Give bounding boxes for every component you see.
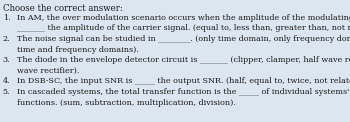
Text: The diode in the envelope detector circuit is _______ (clipper, clamper, half wa: The diode in the envelope detector circu… (17, 56, 350, 64)
Text: _______ the amplitude of the carrier signal. (equal to, less than, greater than,: _______ the amplitude of the carrier sig… (17, 24, 350, 32)
Text: 1.: 1. (3, 14, 10, 22)
Text: 3.: 3. (3, 56, 10, 64)
Text: Choose the correct answer:: Choose the correct answer: (3, 4, 122, 13)
Text: 5.: 5. (3, 88, 10, 96)
Text: In DSB-SC, the input SNR is _____ the output SNR. (half, equal to, twice, not re: In DSB-SC, the input SNR is _____ the ou… (17, 77, 350, 85)
Text: In cascaded systems, the total transfer function is the _____ of individual syst: In cascaded systems, the total transfer … (17, 88, 350, 96)
Text: functions. (sum, subtraction, multiplication, division).: functions. (sum, subtraction, multiplica… (17, 99, 236, 107)
Text: 2.: 2. (3, 35, 10, 43)
Text: The noise signal can be studied in ________. (only time domain, only frequency d: The noise signal can be studied in _____… (17, 35, 350, 43)
Text: wave rectifier).: wave rectifier). (17, 67, 79, 75)
Text: In AM, the over modulation scenario occurs when the amplitude of the modulating : In AM, the over modulation scenario occu… (17, 14, 350, 22)
Text: 4.: 4. (3, 77, 10, 85)
Text: time and frequency domains).: time and frequency domains). (17, 46, 139, 54)
